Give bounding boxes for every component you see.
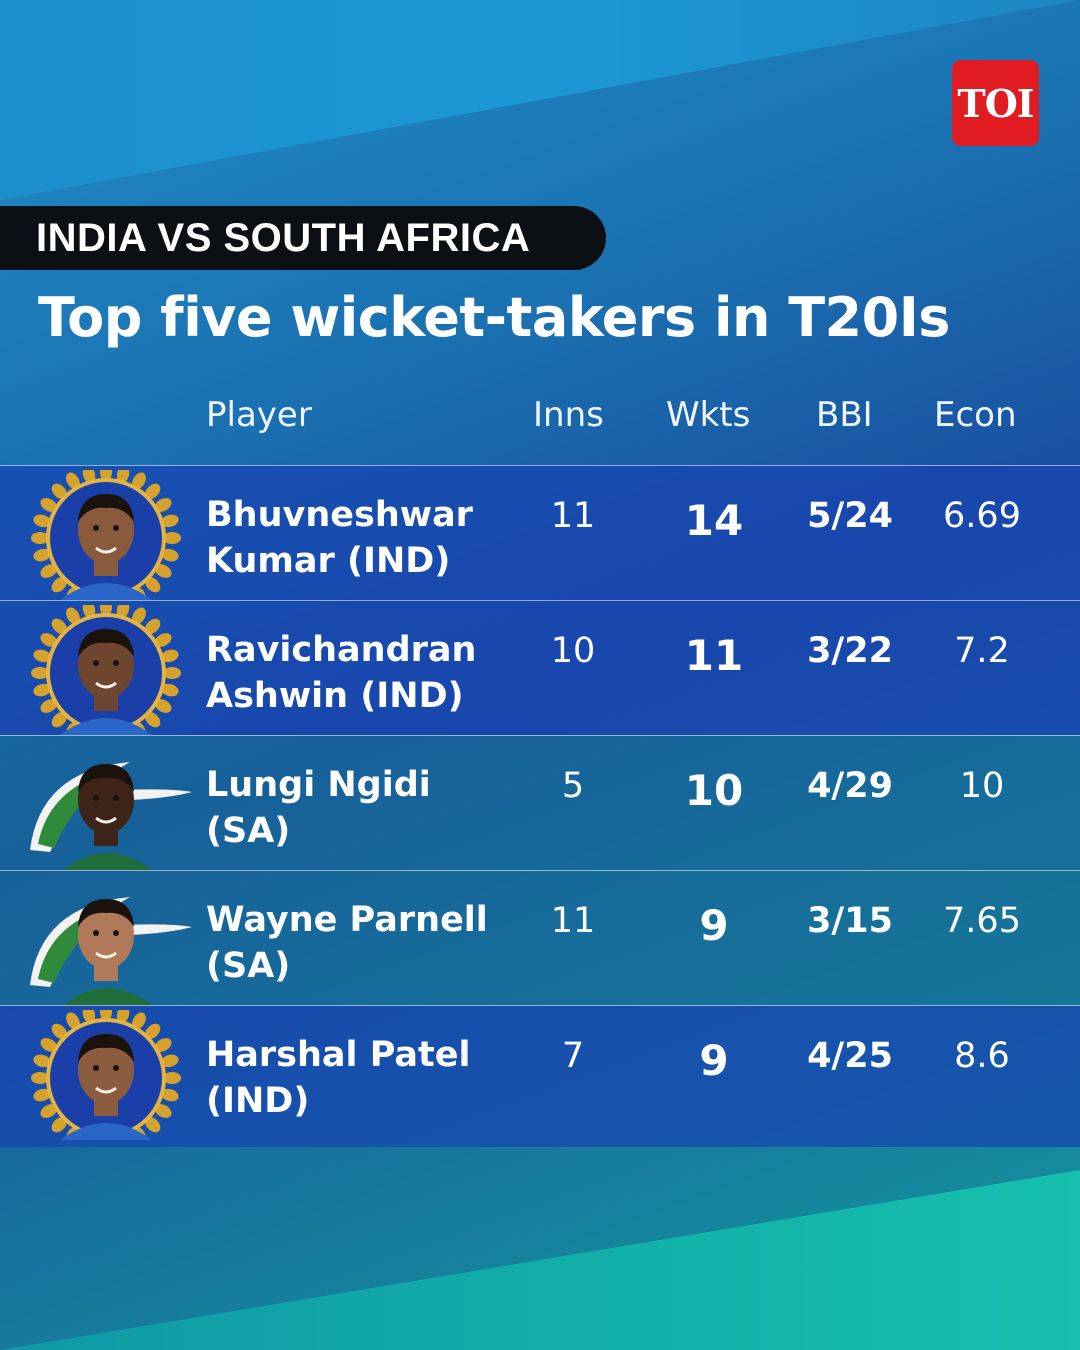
player-inns: 11 (550, 901, 596, 941)
table-header: Player Inns Wkts BBI Econ (0, 395, 1080, 445)
header-bbi: BBI (816, 395, 873, 435)
player-bbi: 5/24 (807, 496, 893, 536)
player-name: Lungi Ngidi (SA) (206, 765, 431, 851)
player-photo-icon (31, 470, 181, 600)
player-econ: 6.69 (943, 496, 1021, 536)
background-band-bottom (0, 1170, 1080, 1350)
player-bbi: 4/29 (807, 766, 893, 806)
player-table: Bhuvneshwar Kumar (IND) 11 14 5/24 6.69 R… (0, 465, 1080, 1147)
background-band-top (0, 0, 1080, 200)
player-bbi: 3/22 (807, 631, 893, 671)
toi-logo: TOI (952, 60, 1039, 146)
player-econ: 8.6 (954, 1036, 1010, 1076)
player-econ: 10 (959, 766, 1005, 806)
page-title: Top five wicket-takers in T20Is (38, 286, 950, 349)
player-photo-icon (30, 897, 192, 1005)
table-row: Wayne Parnell (SA) 11 9 3/15 7.65 (0, 870, 1080, 1005)
player-econ: 7.2 (954, 631, 1010, 671)
player-bbi: 3/15 (807, 901, 893, 941)
header-inns: Inns (533, 395, 604, 435)
table-row: Bhuvneshwar Kumar (IND) 11 14 5/24 6.69 (0, 465, 1080, 600)
header-player: Player (206, 395, 312, 435)
player-wkts: 10 (684, 766, 744, 815)
player-inns: 7 (561, 1036, 585, 1076)
table-row: Lungi Ngidi (SA) 5 10 4/29 10 (0, 735, 1080, 870)
table-row: Ravichandran Ashwin (IND) 10 11 3/22 7.2 (0, 600, 1080, 735)
header-econ: Econ (934, 395, 1017, 435)
player-inns: 11 (550, 496, 596, 536)
table-row: Harshal Patel (IND) 7 9 4/25 8.6 (0, 1005, 1080, 1147)
player-econ: 7.65 (943, 901, 1021, 941)
player-wkts: 9 (699, 901, 729, 950)
player-name: Bhuvneshwar Kumar (IND) (206, 495, 473, 581)
player-wkts: 11 (684, 631, 744, 680)
player-inns: 5 (561, 766, 585, 806)
player-photo-icon (31, 605, 181, 735)
player-wkts: 14 (684, 496, 744, 545)
header-wkts: Wkts (666, 395, 751, 435)
player-bbi: 4/25 (807, 1036, 893, 1076)
player-inns: 10 (550, 631, 596, 671)
player-name: Harshal Patel (IND) (206, 1035, 471, 1121)
player-name: Wayne Parnell (SA) (206, 900, 488, 986)
player-wkts: 9 (699, 1036, 729, 1085)
player-photo-icon (31, 1010, 181, 1140)
match-tag: INDIA VS SOUTH AFRICA (0, 206, 606, 270)
player-name: Ravichandran Ashwin (IND) (206, 630, 477, 716)
player-photo-icon (30, 762, 192, 870)
